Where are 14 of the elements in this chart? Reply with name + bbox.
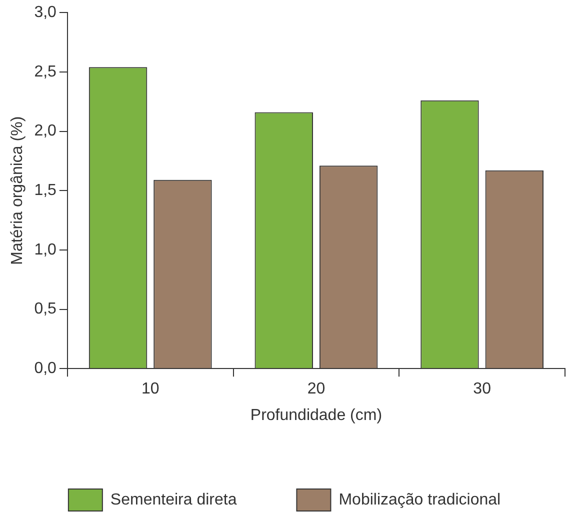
y-tick-label: 2,5 xyxy=(34,63,57,80)
x-tick-label: 30 xyxy=(473,380,492,398)
x-tick-label: 10 xyxy=(141,380,160,398)
y-tick-label: 0,5 xyxy=(34,300,57,318)
y-tick-label: 2,0 xyxy=(34,122,57,140)
y-axis-title: Matéria orgânica (%) xyxy=(9,116,26,265)
x-tick-label: 20 xyxy=(307,380,326,398)
y-tick-label: 0,0 xyxy=(34,360,57,378)
y-tick-label: 1,0 xyxy=(34,241,57,258)
legend-label: Sementeira direta xyxy=(110,491,237,508)
y-tick-label: 3,0 xyxy=(34,4,57,22)
y-tick-label: 1,5 xyxy=(34,182,57,200)
legend-label: Mobilização tradicional xyxy=(338,491,501,508)
x-axis-title: Profundidade (cm) xyxy=(250,406,382,424)
